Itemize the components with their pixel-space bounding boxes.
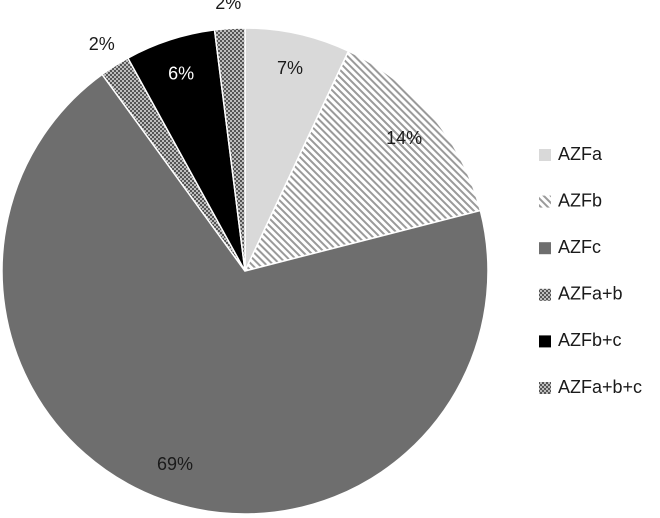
legend-label: AZFa+b	[558, 284, 623, 304]
data-label: 14%	[386, 128, 422, 148]
legend-swatch	[539, 242, 551, 255]
legend-swatch	[539, 195, 551, 208]
data-label: 7%	[277, 58, 303, 78]
data-label: 2%	[215, 0, 241, 13]
legend-label: AZFc	[558, 237, 601, 257]
data-label: 69%	[157, 454, 193, 474]
pie-slice	[213, 27, 246, 272]
legend-swatch	[539, 335, 551, 348]
legend-label: AZFa	[558, 144, 603, 164]
pie-slice	[1, 73, 489, 515]
legend-swatch	[539, 288, 551, 301]
legend-label: AZFb+c	[558, 330, 622, 350]
data-label: 2%	[89, 34, 115, 54]
legend-label: AZFb	[558, 190, 602, 210]
legend-swatch	[539, 382, 551, 394]
legend-swatch	[539, 149, 551, 161]
data-label: 6%	[168, 63, 194, 83]
pie-slice	[243, 50, 482, 273]
legend-label: AZFa+b+c	[558, 377, 642, 397]
pie-slice	[244, 27, 350, 272]
